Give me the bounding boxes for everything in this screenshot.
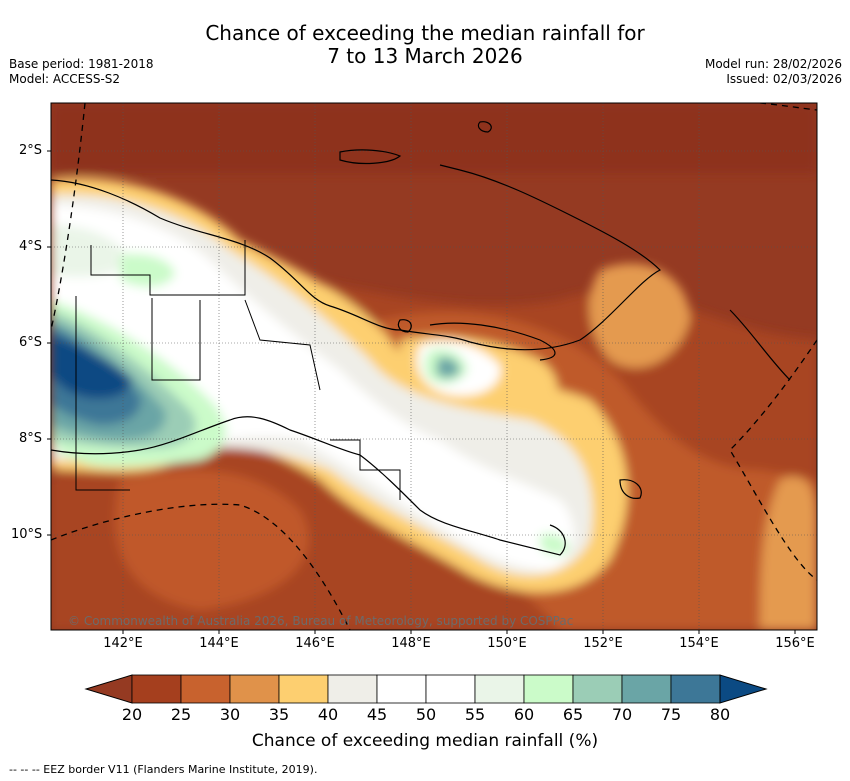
copyright-note: © Commonwealth of Australia 2026, Bureau… (68, 614, 574, 628)
colorbar-segment (523, 674, 574, 704)
colorbar (84, 674, 768, 704)
colorbar-segment (572, 674, 623, 704)
base-period: Base period: 1981-2018 (9, 57, 154, 71)
colorbar-tick-label: 30 (219, 705, 241, 724)
lat-label: 6°S (19, 335, 43, 350)
colorbar-tick-label: 55 (464, 705, 486, 724)
map-frame (50, 102, 818, 631)
lon-label: 148°E (391, 636, 431, 651)
lon-label: 152°E (583, 636, 623, 651)
colorbar-tick-label: 40 (317, 705, 339, 724)
lat-label: 4°S (19, 239, 43, 254)
lon-label: 144°E (199, 636, 239, 651)
lon-label: 150°E (487, 636, 527, 651)
colorbar-segment (327, 674, 378, 704)
colorbar-tick-label: 20 (121, 705, 143, 724)
chart-title-line2: 7 to 13 March 2026 (327, 44, 523, 68)
lon-label: 154°E (679, 636, 719, 651)
colorbar-tick-label: 80 (709, 705, 731, 724)
lon-label: 142°E (103, 636, 143, 651)
colorbar-under-arrow (84, 674, 133, 704)
colorbar-tick-label: 45 (366, 705, 388, 724)
chart-title-line1: Chance of exceeding the median rainfall … (205, 21, 645, 45)
colorbar-segment (621, 674, 672, 704)
province-borders (75, 240, 401, 500)
colorbar-segment (278, 674, 329, 704)
colorbar-tick-label: 25 (170, 705, 192, 724)
lon-label: 156°E (775, 636, 815, 651)
rainfall-probability-field (51, 103, 817, 630)
lat-label: 10°S (11, 527, 43, 542)
colorbar-label: Chance of exceeding median rainfall (%) (251, 731, 599, 751)
lon-label: 146°E (295, 636, 335, 651)
colorbar-segment (425, 674, 476, 704)
colorbar-segment (131, 674, 182, 704)
colorbar-segment (376, 674, 427, 704)
colorbar-segment (229, 674, 280, 704)
colorbar-tick-label: 35 (268, 705, 290, 724)
colorbar-tick-label: 60 (513, 705, 535, 724)
issued-date: Issued: 02/03/2026 (726, 72, 842, 86)
colorbar-segment (670, 674, 721, 704)
colorbar-tick-label: 75 (660, 705, 682, 724)
colorbar-segment (474, 674, 525, 704)
colorbar-tick-label: 65 (562, 705, 584, 724)
model-name: Model: ACCESS-S2 (9, 72, 121, 86)
colorbar-segment (180, 674, 231, 704)
colorbar-tick-label: 50 (415, 705, 437, 724)
lat-label: 2°S (19, 143, 43, 158)
model-run: Model run: 28/02/2026 (704, 57, 842, 71)
lat-label: 8°S (19, 431, 43, 446)
eez-legend: -- -- -- EEZ border V11 (Flanders Marine… (9, 763, 318, 776)
colorbar-tick-label: 70 (611, 705, 633, 724)
colorbar-over-arrow (719, 674, 768, 704)
eez-border (51, 103, 817, 630)
